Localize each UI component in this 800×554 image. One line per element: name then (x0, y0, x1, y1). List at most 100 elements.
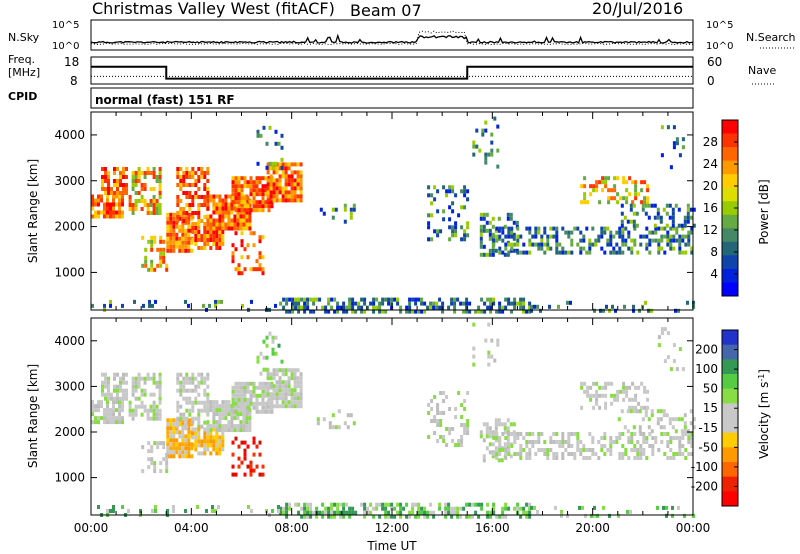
data-cell (678, 452, 682, 456)
data-cell (601, 176, 605, 181)
data-cell (224, 206, 228, 211)
data-cell (330, 514, 334, 519)
data-cell (430, 419, 434, 423)
data-cell (589, 192, 593, 197)
data-cell (288, 297, 292, 302)
data-cell (218, 226, 222, 231)
data-cell (255, 192, 259, 197)
data-cell (237, 196, 241, 201)
data-cell (256, 161, 260, 166)
data-cell (513, 297, 517, 302)
data-cell (597, 234, 601, 239)
data-cell (488, 228, 492, 233)
data-cell (209, 408, 213, 413)
data-cell (255, 184, 259, 189)
data-cell (656, 421, 660, 426)
data-cell (224, 400, 228, 405)
data-cell (140, 376, 144, 381)
data-cell (169, 220, 173, 225)
colorbar-swatch (722, 147, 738, 162)
data-cell (212, 222, 216, 227)
data-cell (671, 417, 675, 422)
data-cell (678, 347, 682, 352)
data-cell (600, 246, 604, 251)
data-cell (654, 436, 658, 440)
data-cell (540, 242, 544, 247)
data-cell (187, 418, 191, 423)
data-cell (346, 413, 350, 418)
data-cell (475, 128, 479, 133)
data-cell (608, 513, 611, 518)
data-cell (603, 452, 607, 456)
data-cell (275, 400, 279, 405)
data-cell (197, 431, 201, 436)
data-cell (620, 223, 624, 228)
data-cell (91, 408, 94, 413)
data-cell (460, 225, 464, 230)
data-cell (621, 456, 625, 460)
data-cell (570, 242, 574, 247)
data-cell (231, 452, 235, 457)
data-cell (258, 204, 262, 209)
data-cell (209, 424, 213, 429)
data-cell (274, 129, 278, 134)
data-cell (209, 435, 213, 440)
data-cell (252, 231, 256, 236)
data-cell (158, 203, 162, 207)
data-cell (242, 424, 246, 429)
data-cell (182, 191, 186, 195)
data-cell (200, 175, 204, 179)
data-cell (122, 187, 125, 191)
data-cell (178, 224, 182, 229)
data-cell (315, 506, 319, 511)
data-cell (284, 384, 288, 389)
data-cell (487, 354, 491, 359)
data-cell (197, 215, 201, 219)
data-cell (561, 440, 565, 444)
data-cell (224, 222, 228, 227)
data-cell (179, 388, 183, 393)
data-cell (293, 388, 297, 393)
data-cell (549, 448, 553, 452)
data-cell (686, 300, 689, 305)
data-cell (246, 204, 250, 209)
data-cell (200, 424, 204, 429)
data-cell (162, 247, 166, 252)
xtick-label: 16:00 (475, 521, 510, 535)
data-cell (507, 297, 511, 302)
data-cell (197, 226, 201, 230)
data-cell (645, 234, 649, 239)
data-cell (172, 450, 176, 455)
data-cell (197, 195, 201, 199)
data-cell (179, 392, 183, 397)
data-cell (131, 171, 135, 175)
data-cell (591, 436, 595, 440)
data-cell (513, 436, 517, 440)
data-cell (203, 388, 207, 393)
data-cell (188, 175, 192, 179)
data-cell (501, 510, 505, 515)
data-cell (215, 202, 219, 207)
data-cell (466, 427, 470, 431)
data-cell (480, 309, 484, 314)
data-cell (262, 367, 266, 372)
data-cell (284, 388, 288, 393)
data-cell (299, 174, 303, 179)
data-cell (246, 389, 250, 394)
data-cell (246, 397, 250, 402)
data-cell (230, 404, 234, 409)
data-cell (184, 248, 188, 253)
data-cell (265, 343, 269, 348)
data-cell (149, 203, 153, 207)
data-cell (293, 170, 297, 175)
data-cell (267, 208, 271, 213)
noise-ytick-top: 10^5 (52, 20, 79, 31)
data-cell (296, 376, 300, 381)
data-cell (134, 179, 138, 183)
data-cell (234, 409, 238, 414)
data-cell (636, 456, 640, 460)
data-cell (618, 230, 622, 235)
data-cell (600, 234, 604, 239)
data-cell (396, 502, 400, 507)
